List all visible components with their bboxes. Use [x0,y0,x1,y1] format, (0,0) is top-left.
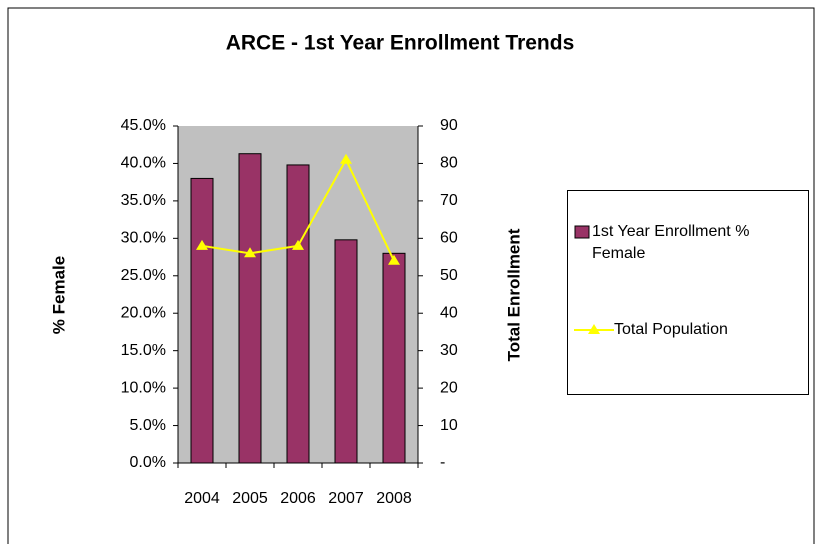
y-tick-label: 30.0% [121,230,166,247]
bar [382,252,406,464]
y2-tick-label: 90 [440,117,458,134]
y2-tick-label: 50 [440,267,458,284]
legend-label: 1st Year Enrollment % Female [592,223,750,262]
y2-tick-label: - [440,454,445,471]
x-tick-label: 2007 [328,490,364,507]
marker [196,239,208,250]
legend-swatch [574,324,614,334]
y-tick-label: 5.0% [130,417,166,434]
y-tick-label: 10.0% [121,379,166,396]
y2-tick-label: 40 [440,304,458,321]
marker [340,153,352,164]
marker [292,239,304,250]
x-tick-label: 2006 [280,490,316,507]
bar [334,239,358,464]
legend: 1st Year Enrollment % Female Total Popula… [567,190,809,395]
marker [244,247,256,258]
legend-item: Total Population [574,319,819,341]
y2-tick-label: 70 [440,192,458,209]
bar [238,153,262,464]
bar [190,177,214,464]
x-tick-label: 2005 [232,490,268,507]
legend-swatch [574,225,590,239]
legend-item: 1st Year Enrollment % Female [574,221,797,265]
y-tick-label: 25.0% [121,267,166,284]
y2-tick-label: 60 [440,230,458,247]
y2-axis-title: Total Enrollment [504,228,523,361]
y-tick-label: 40.0% [121,155,166,172]
y-tick-label: 20.0% [121,304,166,321]
bar [286,164,310,464]
y2-tick-label: 80 [440,155,458,172]
y-tick-label: 15.0% [121,342,166,359]
x-tick-label: 2008 [376,490,412,507]
y-tick-label: 0.0% [130,454,166,471]
legend-label: Total Population [614,321,728,338]
chart-title: ARCE - 1st Year Enrollment Trends [226,32,575,55]
y-axis-title: % Female [49,256,68,334]
y2-tick-label: 20 [440,379,458,396]
marker [388,254,400,265]
y2-tick-label: 10 [440,417,458,434]
y-tick-label: 35.0% [121,192,166,209]
y-tick-label: 45.0% [121,117,166,134]
x-tick-label: 2004 [184,490,220,507]
y2-tick-label: 30 [440,342,458,359]
